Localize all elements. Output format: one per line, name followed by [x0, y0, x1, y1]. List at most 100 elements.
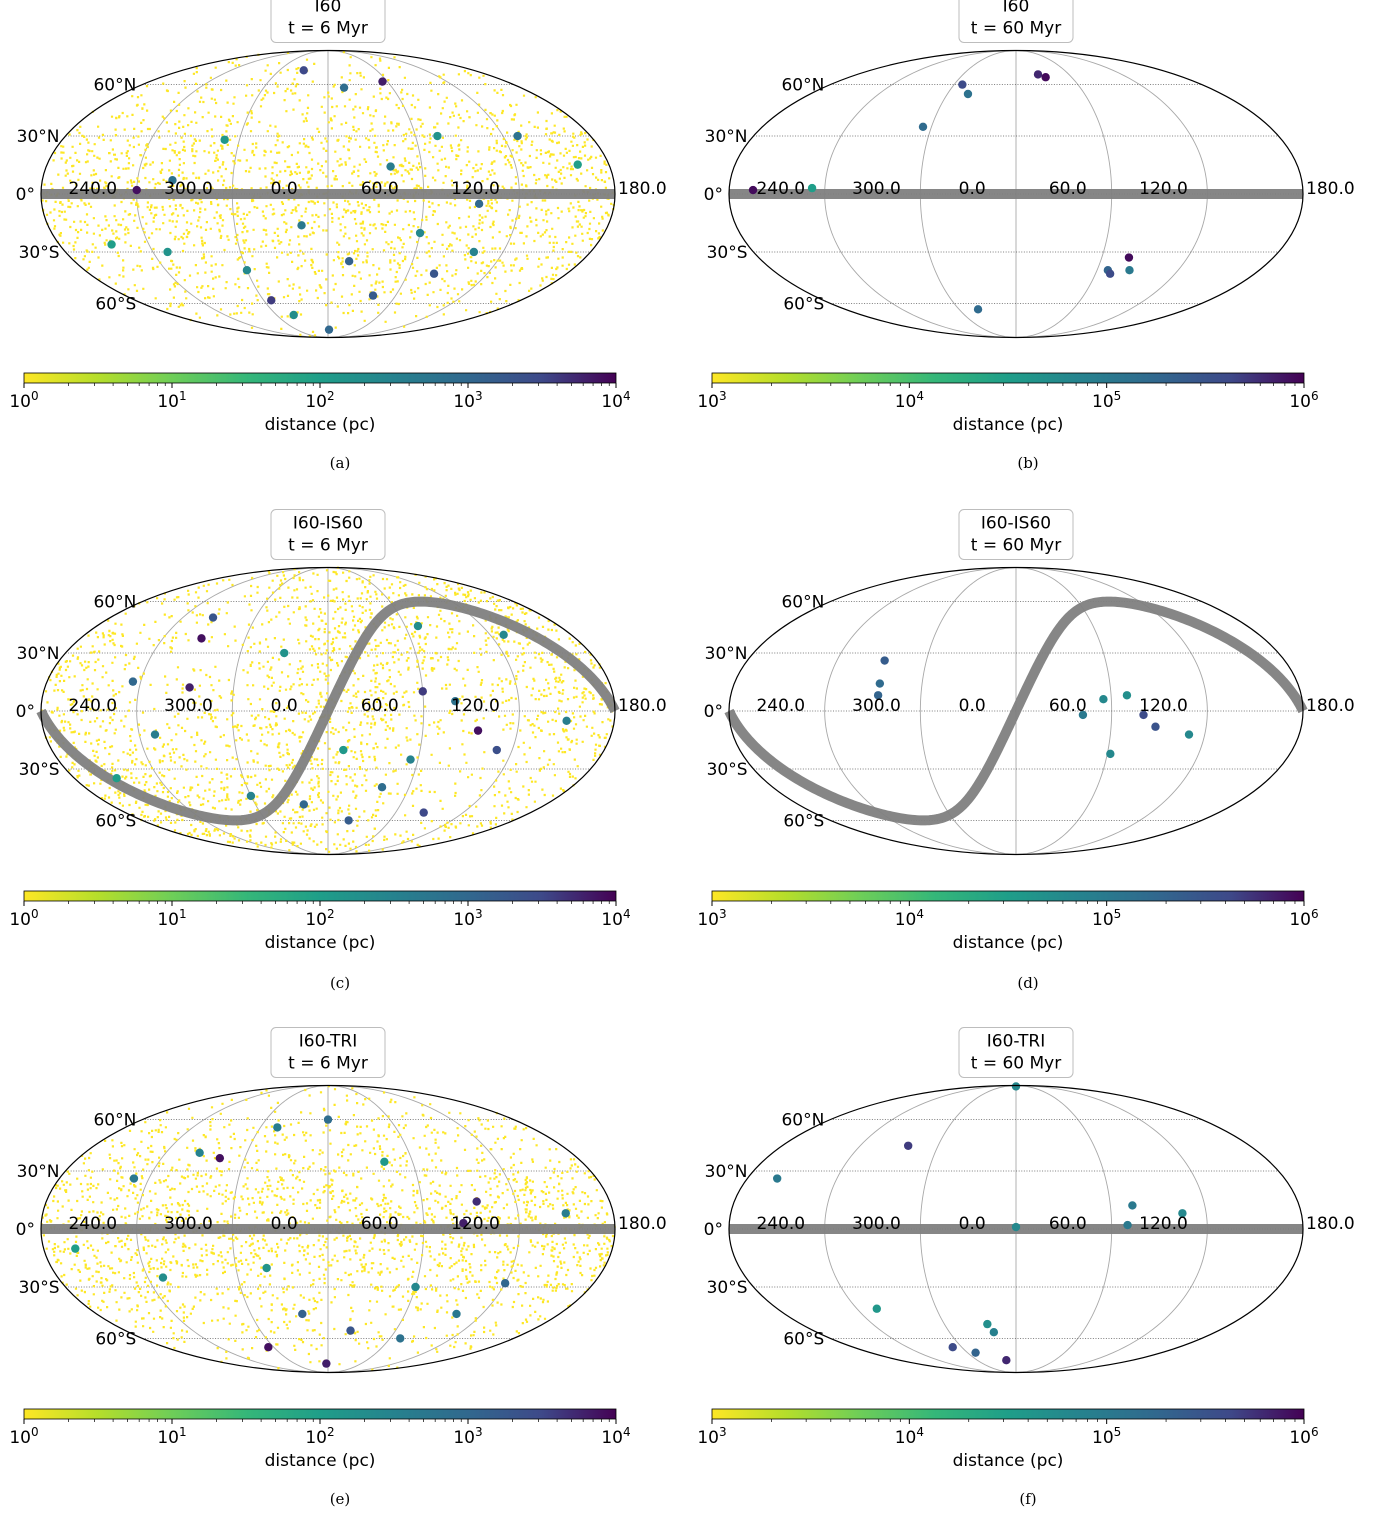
colorbar-tick-label: 105 — [1092, 389, 1121, 412]
longitude-tick-label: 60.0 — [361, 179, 399, 199]
panel-caption: (b) — [1017, 454, 1038, 472]
colorbar-gradient — [711, 890, 1305, 902]
data-points — [748, 70, 1134, 314]
longitude-tick-label: 240.0 — [756, 1214, 805, 1234]
map-outline — [728, 1084, 1304, 1374]
data-point — [963, 89, 973, 99]
panel-title: I60 — [315, 0, 342, 17]
data-point — [322, 1359, 331, 1368]
colorbar-gradient — [23, 1408, 617, 1420]
panel-title: I60-TRI — [299, 1032, 357, 1052]
title-box-frame — [958, 1027, 1074, 1078]
latitude-tick-label: 60°N — [93, 1111, 136, 1131]
latitude-tick-label: 30°S — [707, 243, 748, 263]
colorbar-tick-label: 100 — [9, 389, 38, 412]
longitude-tick-label: 240.0 — [756, 179, 805, 199]
colorbar-tick-label: 103 — [453, 389, 482, 412]
data-point — [299, 66, 308, 75]
data-point — [433, 131, 442, 141]
colorbar-tick-label: 103 — [453, 907, 482, 930]
longitude-tick-label: 60.0 — [361, 1214, 399, 1234]
latitude-tick-label: 30°N — [705, 1162, 748, 1182]
longitude-tick-label: 180.0 — [1306, 696, 1355, 716]
colorbar-tick-label: 102 — [305, 907, 334, 930]
data-point — [1033, 70, 1043, 79]
data-point — [339, 83, 349, 92]
longitude-tick-label: 120.0 — [1139, 696, 1188, 716]
data-point — [1139, 710, 1148, 720]
data-point — [344, 256, 354, 266]
data-point — [561, 1209, 570, 1218]
longitude-tick-label: 120.0 — [1139, 179, 1188, 199]
data-point — [246, 791, 256, 801]
longitude-tick-label: 180.0 — [618, 696, 667, 716]
data-point — [948, 1343, 957, 1352]
data-point — [500, 1279, 510, 1288]
latitude-tick-label: 30°N — [705, 644, 748, 664]
data-points — [112, 613, 571, 825]
colorbar-label: distance (pc) — [265, 1451, 376, 1471]
map-outline — [40, 566, 616, 856]
longitude-tick-label: 180.0 — [1306, 1214, 1355, 1234]
panel-title: I60-IS60 — [981, 514, 1051, 534]
panel-title-box: I60 t = 60 Myr — [958, 0, 1074, 43]
data-point — [411, 1282, 420, 1292]
data-point — [971, 1348, 980, 1357]
data-point — [380, 1157, 389, 1167]
data-point — [748, 185, 758, 195]
data-point — [513, 131, 522, 141]
longitude-tick-label: 300.0 — [164, 696, 213, 716]
data-point — [112, 773, 121, 783]
data-point — [163, 247, 172, 257]
longitude-tick-label: 180.0 — [618, 1214, 667, 1234]
data-point — [573, 160, 582, 169]
data-point — [406, 755, 415, 764]
colorbar: 103 104 105 106 distance (pc) — [697, 1408, 1319, 1471]
panels-group: 240.0 300.0 0.0 60.0 120.0 180.0 60°N 30°N 0° 30°… — [9, 0, 1355, 1508]
data-point — [474, 199, 484, 209]
data-point — [562, 716, 571, 726]
data-point — [499, 630, 508, 640]
data-point — [983, 1319, 992, 1329]
data-point — [1106, 749, 1115, 759]
latitude-tick-label: 60°S — [95, 811, 136, 831]
meridian-line — [919, 567, 1017, 855]
colorbar-gradient — [23, 372, 617, 384]
data-point — [132, 185, 141, 195]
colorbar-tick-label: 102 — [305, 1425, 334, 1448]
data-point — [129, 1174, 139, 1183]
title-box-frame — [270, 0, 386, 43]
background-dot-cloud — [40, 566, 614, 853]
panel-subtitle: t = 60 Myr — [971, 19, 1061, 39]
title-box-frame — [958, 0, 1074, 43]
data-point — [1011, 1222, 1021, 1232]
sky-map-panel: 240.0 300.0 0.0 60.0 120.0 180.0 60°N 30°N 0° 30°… — [9, 1027, 667, 1508]
data-points — [772, 1082, 1187, 1365]
data-point — [1125, 265, 1134, 275]
longitude-tick-label: 300.0 — [852, 1214, 901, 1234]
sky-map-panel: 240.0 300.0 0.0 60.0 120.0 180.0 60°N 30°N 0° 30°… — [697, 1027, 1355, 1508]
panel-title: I60-IS60 — [293, 514, 363, 534]
longitude-tick-label: 240.0 — [68, 696, 117, 716]
longitude-tick-label: 120.0 — [451, 179, 500, 199]
colorbar-tick-label: 105 — [1092, 907, 1121, 930]
data-point — [472, 1197, 481, 1206]
data-point — [1178, 1209, 1187, 1218]
data-point — [298, 1309, 307, 1319]
latitude-tick-label: 60°S — [95, 1329, 136, 1349]
data-point — [1002, 1356, 1011, 1365]
latitude-tick-label: 0° — [704, 1220, 723, 1240]
data-point — [150, 730, 160, 739]
latitude-tick-label: 60°N — [781, 76, 824, 96]
panel-subtitle: t = 6 Myr — [288, 19, 368, 39]
colorbar-tick-label: 101 — [157, 1425, 186, 1448]
latitude-tick-label: 30°N — [17, 127, 60, 147]
longitude-tick-label: 180.0 — [618, 179, 667, 199]
data-point — [880, 656, 889, 665]
panel-caption: (a) — [330, 454, 351, 472]
data-point — [807, 183, 817, 193]
longitude-tick-label: 60.0 — [1049, 179, 1087, 199]
